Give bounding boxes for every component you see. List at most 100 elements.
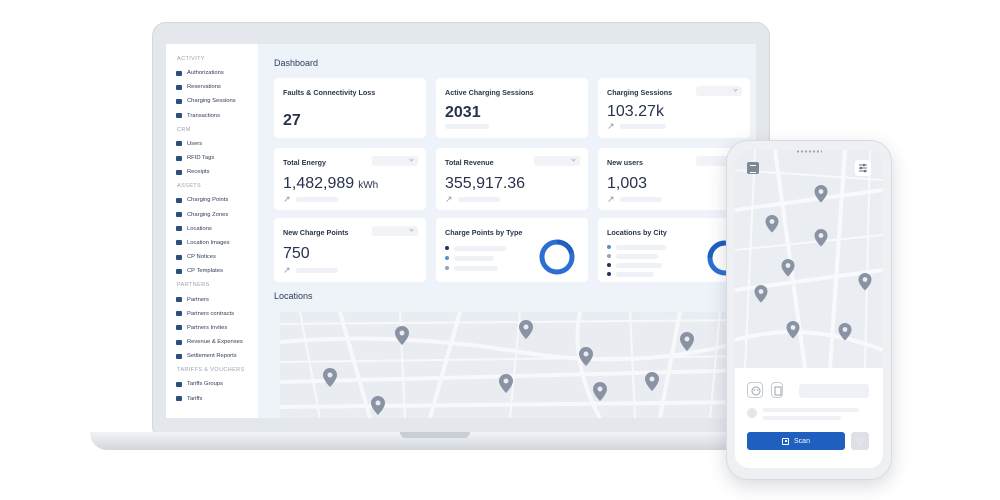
sidebar-item[interactable]: Revenue & Expenses (166, 335, 258, 349)
card-value: 2031 (445, 104, 481, 121)
sidebar-item[interactable]: CP Notices (166, 250, 258, 264)
card-new-charge-points[interactable]: New Charge Points 750 ↗ (274, 218, 426, 282)
period-dropdown[interactable] (372, 156, 418, 166)
sidebar-item[interactable]: Authorizations (166, 66, 258, 80)
sidebar-section-title: PARTNERS (177, 282, 210, 289)
station-panel: Scan ♡ (735, 368, 883, 468)
scan-button[interactable]: Scan (747, 432, 845, 450)
placeholder-bar (620, 197, 662, 202)
placeholder-bar (454, 256, 494, 261)
card-charging-sessions[interactable]: Charging Sessions 103.27k ↗ (598, 78, 750, 138)
period-dropdown[interactable] (372, 226, 418, 236)
lock-icon (176, 70, 182, 76)
sidebar-item-label: CP Notices (187, 254, 216, 261)
pin-icon (176, 212, 182, 218)
period-dropdown[interactable] (696, 86, 742, 96)
card-unit: kWh (358, 180, 379, 191)
trend-up-icon: ↗ (283, 265, 291, 275)
card-active-sessions[interactable]: Active Charging Sessions 2031 (436, 78, 588, 138)
sidebar-item-label: Users (187, 140, 203, 147)
placeholder-bar (799, 384, 869, 398)
map-pin-icon (395, 326, 409, 345)
menu-icon[interactable] (747, 162, 759, 174)
person-icon (176, 297, 182, 303)
sidebar-item[interactable]: Locations (166, 222, 258, 236)
filter-button[interactable] (855, 160, 871, 176)
sidebar-item[interactable]: Charging Points (166, 193, 258, 207)
legend-dot (607, 263, 611, 267)
card-value: 27 (283, 112, 301, 129)
sidebar-item[interactable]: Charging Sessions (166, 94, 258, 108)
mail-icon (176, 325, 182, 331)
sidebar-item[interactable]: Users (166, 137, 258, 151)
card-total-revenue[interactable]: Total Revenue 355,917.36 ↗ (436, 148, 588, 210)
card-title: Charge Points by Type (445, 228, 523, 237)
phone-map[interactable] (735, 150, 883, 369)
heart-icon: ♡ (855, 435, 865, 446)
sidebar-item-label: Reservations (187, 84, 221, 91)
receipt-icon (176, 169, 182, 175)
sidebar-item[interactable]: Partners Invites (166, 321, 258, 335)
chevron-down-icon (409, 157, 414, 162)
sidebar-item[interactable]: Location Images (166, 236, 258, 250)
sidebar-item-label: Location Images (187, 239, 230, 246)
sidebar-item[interactable]: Tariffs Groups (166, 377, 258, 391)
sidebar-item[interactable]: Tariffs (166, 392, 258, 406)
sidebar-item[interactable]: Reservations (166, 80, 258, 94)
calendar-icon (176, 84, 182, 90)
sidebar-item[interactable]: Transactions (166, 109, 258, 123)
location-dot-icon (747, 408, 757, 418)
laptop-notch (400, 432, 470, 438)
image-icon (176, 240, 182, 246)
sidebar-item-label: Receipts (187, 169, 210, 176)
legend-dot (607, 254, 611, 258)
card-value: 750 (283, 245, 310, 262)
map-pin-icon (593, 382, 607, 401)
sidebar-item[interactable]: RFID Tags (166, 151, 258, 165)
map-pin-icon (838, 323, 852, 341)
locations-map[interactable] (280, 312, 756, 418)
map-pin-icon (680, 332, 694, 351)
sidebar-item[interactable]: Partners contracts (166, 307, 258, 321)
card-total-energy[interactable]: Total Energy 1,482,989 kWh ↗ (274, 148, 426, 210)
card-title: Total Revenue (445, 158, 494, 167)
sidebar-item[interactable]: Partners (166, 292, 258, 306)
period-dropdown[interactable] (534, 156, 580, 166)
card-title: Locations by City (607, 228, 667, 237)
card-locations-by-city[interactable]: Locations by City (598, 218, 750, 282)
sidebar-item-label: Authorizations (187, 70, 224, 77)
card-value: 1,482,989 kWh (283, 175, 379, 192)
map-pins (323, 320, 694, 415)
map-pin-icon (858, 273, 872, 291)
sidebar-item-label: Transactions (187, 112, 220, 119)
trend-up-icon: ↗ (607, 121, 615, 131)
map-roads (280, 312, 756, 418)
scan-label: Scan (794, 437, 810, 445)
sidebar-item[interactable]: Charging Zones (166, 208, 258, 222)
sidebar-section-title: ASSETS (177, 183, 202, 190)
sidebar-item[interactable]: Receipts (166, 165, 258, 179)
map-pin-icon (323, 368, 337, 387)
contract-icon (176, 311, 182, 317)
sidebar-item[interactable]: Settlement Reports (166, 349, 258, 363)
users-icon (176, 141, 182, 147)
placeholder-bar (616, 272, 654, 277)
chevron-down-icon (571, 157, 576, 162)
tag-icon (176, 396, 182, 402)
map-pin-icon (499, 374, 513, 393)
card-new-users[interactable]: New users 1,003 ↗ (598, 148, 750, 210)
card-title: New users (607, 158, 643, 167)
laptop-base (90, 432, 780, 450)
legend-dot (607, 272, 611, 276)
sidebar-item-label: Charging Sessions (187, 98, 236, 105)
sidebar-item[interactable]: CP Templates (166, 264, 258, 278)
card-cp-by-type[interactable]: Charge Points by Type (436, 218, 588, 282)
card-title: New Charge Points (283, 228, 349, 237)
qr-icon (782, 437, 790, 445)
map-pin-icon (371, 396, 385, 415)
favorite-button[interactable]: ♡ (851, 432, 869, 450)
map-pin-icon (519, 320, 533, 339)
template-icon (176, 268, 182, 274)
card-faults[interactable]: Faults & Connectivity Loss 27 (274, 78, 426, 138)
period-dropdown[interactable] (696, 156, 742, 166)
